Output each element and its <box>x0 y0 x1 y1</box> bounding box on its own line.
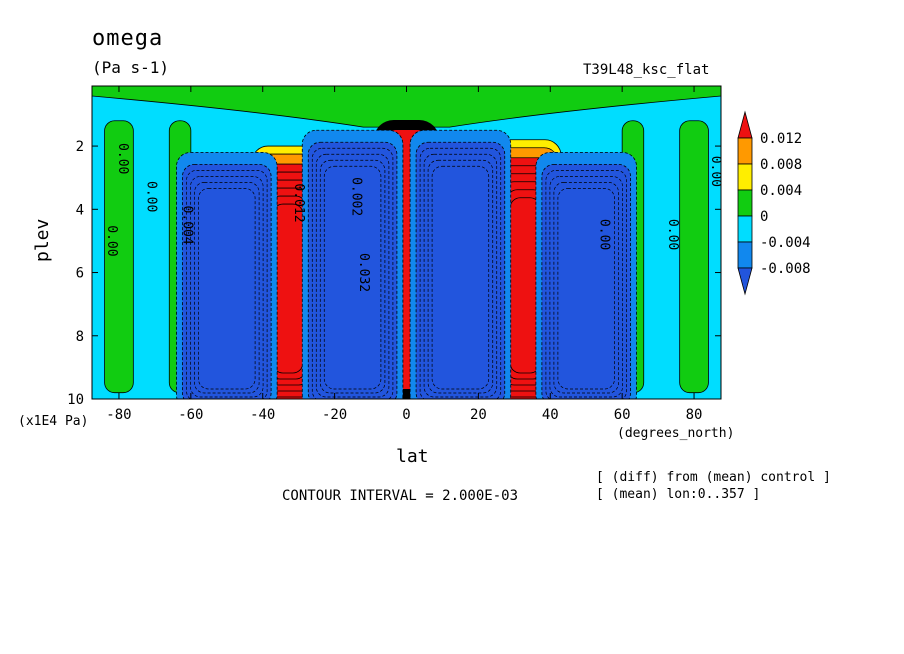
negative-core-3 <box>182 163 272 399</box>
colorbar-segment <box>737 163 753 191</box>
contour-label: 0.00 <box>708 156 723 187</box>
colorbar-label: -0.008 <box>760 261 811 277</box>
contour-label: 0.004 <box>180 206 195 245</box>
negative-core-6 <box>541 163 631 399</box>
chart-subtitle: (Pa s-1) <box>92 58 170 77</box>
negative-contour-4-1 <box>311 147 394 399</box>
negative-contour-6-1 <box>545 170 627 399</box>
x-tick-label: 20 <box>470 407 487 423</box>
colorbar-arrow-bottom <box>737 267 753 296</box>
x-tick-label: 80 <box>686 407 703 423</box>
colorbar-label: 0 <box>760 209 768 225</box>
colorbar-label: 0.004 <box>760 183 802 199</box>
contour-label: 0.00 <box>115 143 130 174</box>
contour-label: 0.002 <box>349 177 364 216</box>
chart-title: omega <box>92 26 164 51</box>
contour-label: 0.00 <box>104 225 119 256</box>
negative-core-4 <box>307 141 398 399</box>
colorbar: 0.012 0.008 0.004 0 -0.004 -0.008 <box>737 110 811 296</box>
upper-green-region <box>92 86 721 128</box>
x-tick-label: -20 <box>322 407 347 423</box>
negative-contour-3-2 <box>190 176 264 398</box>
negative-contour-5-1 <box>419 147 502 399</box>
green-band-0 <box>104 120 134 394</box>
negative-contour-5-3 <box>427 159 494 394</box>
negative-contour-5-2 <box>423 153 498 398</box>
colorbar-segment <box>737 137 753 165</box>
x-tick-label: 60 <box>614 407 631 423</box>
x-tick-label: -40 <box>250 407 275 423</box>
run-label: T39L48_ksc_flat <box>583 62 710 78</box>
note-diff: [ (diff) from (mean) control ] <box>596 470 831 485</box>
x-axis-label: lat <box>396 446 429 467</box>
negative-contour-4-3 <box>319 159 386 394</box>
negative-contour-3-3 <box>194 182 260 394</box>
negative-contour-6-4 <box>557 188 615 390</box>
contour-label: 0.00 <box>144 181 159 212</box>
y-tick-label: 6 <box>76 266 84 282</box>
colorbar-segment <box>737 241 753 269</box>
negative-contour-6-3 <box>553 182 619 394</box>
y-axis-units: (x1E4 Pa) <box>18 414 89 429</box>
x-tick-label: 0 <box>402 407 410 423</box>
green-band-3 <box>679 120 709 394</box>
y-tick-label: 10 <box>67 392 84 408</box>
x-axis-units: (degrees_north) <box>617 426 735 441</box>
x-tick-label: -80 <box>106 407 131 423</box>
contour-label: 0.00 <box>665 219 680 250</box>
colorbar-label: 0.012 <box>760 131 802 147</box>
negative-contour-3-4 <box>198 188 256 390</box>
note-mean: [ (mean) lon:0..357 ] <box>596 487 761 502</box>
contour-label: 0.012 <box>291 183 306 222</box>
negative-contour-3-1 <box>186 170 268 399</box>
x-tick-label: 40 <box>542 407 559 423</box>
colorbar-label: -0.004 <box>760 235 811 251</box>
negative-core-5 <box>415 141 506 399</box>
contour-label: 0.032 <box>356 253 371 292</box>
y-tick-label: 2 <box>76 139 84 155</box>
colorbar-segment <box>737 189 753 217</box>
contour-interval: CONTOUR INTERVAL = 2.000E-03 <box>282 488 519 504</box>
y-tick-label: 4 <box>76 202 84 218</box>
negative-contour-4-2 <box>315 153 390 398</box>
colorbar-arrow-top <box>737 110 753 139</box>
x-tick-label: -60 <box>178 407 203 423</box>
y-tick-label: 8 <box>76 329 84 345</box>
colorbar-segment <box>737 215 753 243</box>
colorbar-label: 0.008 <box>760 157 802 173</box>
negative-contour-6-2 <box>549 176 623 398</box>
contour-label: 0.00 <box>597 219 612 250</box>
